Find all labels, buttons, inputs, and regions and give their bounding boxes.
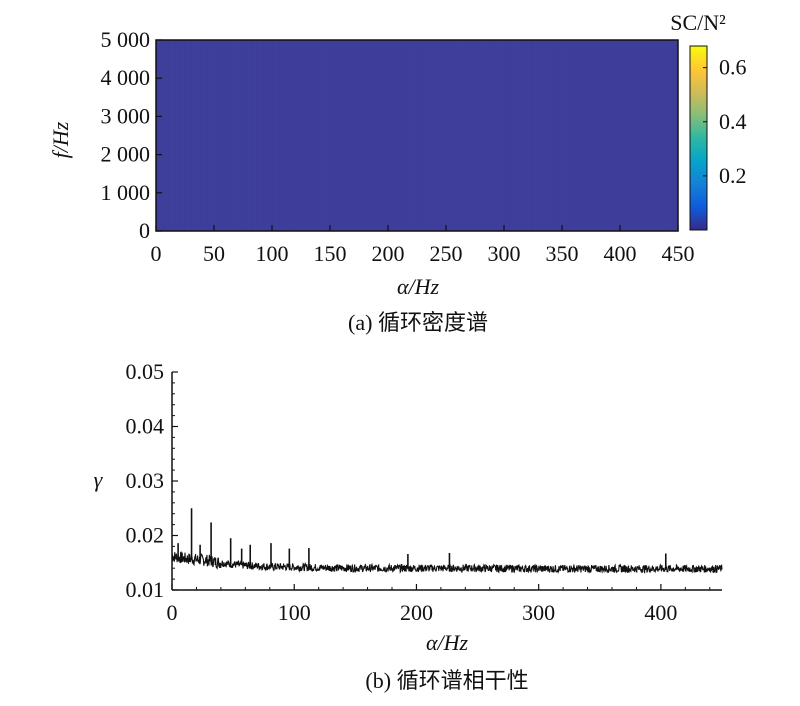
line-x-tick-label: 0 xyxy=(167,600,178,625)
heatmap-x-axis-title: α/Hz xyxy=(397,274,440,299)
panel-a: 0 1 000 2 000 3 000 4 000 5 000 0 50 100 150 200 2… xyxy=(48,10,747,335)
heatmap-y-tick-label: 3 000 xyxy=(101,103,151,128)
colorbar-ticks: 0.2 0.4 0.6 xyxy=(703,55,747,188)
line-y-tick-label: 0.02 xyxy=(126,523,165,548)
line-x-axis-title: α/Hz xyxy=(426,630,469,655)
colorbar xyxy=(689,45,708,231)
line-x-tick-label: 200 xyxy=(400,600,433,625)
line-y-tick-label: 0.03 xyxy=(126,468,165,493)
heatmap-y-tick-label: 4 000 xyxy=(101,65,151,90)
heatmap-y-axis-title: f/Hz xyxy=(48,121,73,158)
line-x-tick-label: 300 xyxy=(522,600,555,625)
heatmap-x-tick-label: 450 xyxy=(662,241,695,266)
heatmap-x-tick-label: 50 xyxy=(203,241,225,266)
heatmap-x-tick-label: 400 xyxy=(604,241,637,266)
colorbar-tick-label: 0.6 xyxy=(719,55,747,80)
heatmap-x-tick-label: 200 xyxy=(372,241,405,266)
caption-b: (b) 循环谱相干性 xyxy=(365,668,528,693)
heatmap-x-tick-label: 150 xyxy=(314,241,347,266)
heatmap-x-tick-label: 0 xyxy=(151,241,162,266)
coherence-series xyxy=(171,508,723,574)
caption-a: (a) 循环密度谱 xyxy=(348,310,488,335)
line-y-ticks: 0.01 0.02 0.03 0.04 0.05 xyxy=(126,359,178,602)
heatmap-x-tick-label: 100 xyxy=(256,241,289,266)
colorbar-tick-label: 0.4 xyxy=(719,109,747,134)
heatmap-x-tick-label: 300 xyxy=(488,241,521,266)
colorbar-title: SC/N² xyxy=(670,10,726,35)
line-x-tick-label: 100 xyxy=(278,600,311,625)
heatmap-y-tick-label: 1 000 xyxy=(101,180,151,205)
line-y-axis-title: γ xyxy=(94,467,104,492)
heatmap-texture xyxy=(156,41,677,230)
heatmap-y-tick-label: 0 xyxy=(139,218,150,243)
heatmap-field xyxy=(156,40,678,231)
heatmap-y-tick-label: 2 000 xyxy=(101,142,151,167)
line-y-tick-label: 0.04 xyxy=(126,414,165,439)
line-x-ticks: 0 100 200 300 400 xyxy=(167,584,711,625)
heatmap-x-ticks: 0 50 100 150 200 250 300 350 400 450 xyxy=(151,225,695,266)
heatmap-y-tick-label: 5 000 xyxy=(101,27,151,52)
heatmap-frame xyxy=(155,39,679,232)
heatmap-y-ticks: 0 1 000 2 000 3 000 4 000 5 000 xyxy=(101,27,162,243)
line-y-tick-label: 0.01 xyxy=(126,577,165,602)
line-x-tick-label: 400 xyxy=(644,600,677,625)
heatmap-x-tick-label: 350 xyxy=(546,241,579,266)
panel-b: 0.01 0.02 0.03 0.04 0.05 0 100 200 300 400 γ α/H… xyxy=(94,359,723,693)
line-y-tick-label: 0.05 xyxy=(126,359,165,384)
coherence-trace xyxy=(171,551,723,574)
heatmap-x-tick-label: 250 xyxy=(430,241,463,266)
colorbar-tick-label: 0.2 xyxy=(719,163,747,188)
